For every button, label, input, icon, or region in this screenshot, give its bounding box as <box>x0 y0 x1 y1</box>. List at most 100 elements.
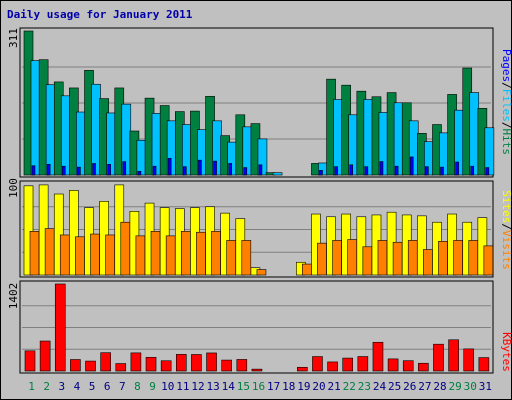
x-tick-label-day-21: 21 <box>328 380 341 393</box>
bar-files-day-5 <box>91 83 101 176</box>
bar-pages-day-28 <box>440 166 444 176</box>
bar-visits-day-5 <box>90 233 100 276</box>
bar-visits-day-29 <box>453 240 463 276</box>
bar-pages-day-29 <box>455 161 459 176</box>
bar-files-day-21 <box>333 99 343 176</box>
bar-kbytes-day-3 <box>54 283 66 372</box>
bar-pages-day-16 <box>258 164 263 176</box>
bar-kbytes-day-9 <box>145 356 157 372</box>
bar-sites-day-4 <box>69 190 79 276</box>
bar-files-day-23 <box>363 99 374 176</box>
bar-visits-day-24 <box>377 240 388 276</box>
x-tick-label-day-11: 11 <box>176 380 189 393</box>
x-tick-label-day-15: 15 <box>237 380 250 393</box>
panel-bottom-ymax-label: 1402 <box>7 283 20 310</box>
bar-kbytes-day-12 <box>191 354 202 372</box>
bar-files-day-3 <box>60 95 71 176</box>
bar-visits-day-12 <box>196 231 206 276</box>
bar-pages-day-3 <box>61 165 66 176</box>
bar-sites-day-3 <box>53 193 64 276</box>
bar-kbytes-day-20 <box>312 356 323 372</box>
x-tick-label-day-23: 23 <box>358 380 371 393</box>
panel-middle-ymax-label: 100 <box>7 178 20 198</box>
x-tick-label-day-2: 2 <box>43 380 50 393</box>
bar-kbytes-day-24 <box>372 341 384 372</box>
bar-kbytes-day-8 <box>130 352 142 372</box>
x-tick-label-day-31: 31 <box>479 380 492 393</box>
x-tick-label-day-17: 17 <box>267 380 280 393</box>
bar-pages-day-6 <box>107 164 111 176</box>
bar-pages-day-24 <box>379 161 384 176</box>
bar-pages-day-27 <box>425 166 429 176</box>
x-tick-label-day-20: 20 <box>312 380 325 393</box>
panel-top-legend: Pages/Files/Hits <box>500 49 512 155</box>
bar-kbytes-day-4 <box>70 359 81 372</box>
panel-bottom-legend: KBytes <box>500 332 512 372</box>
panel-middle-frame <box>19 180 494 278</box>
bar-visits-day-25 <box>392 241 403 276</box>
bar-sites-day-1 <box>23 185 34 276</box>
x-tick-label-day-8: 8 <box>134 380 141 393</box>
x-tick-label-day-19: 19 <box>297 380 310 393</box>
bar-pages-day-30 <box>470 165 475 176</box>
x-tick-label-day-7: 7 <box>119 380 126 393</box>
bar-pages-day-20 <box>319 170 323 176</box>
legend-pages: Pages <box>500 49 512 82</box>
bar-kbytes-day-10 <box>160 360 172 372</box>
panel-middle-legend: Sites/Visits <box>500 190 512 270</box>
bar-pages-day-12 <box>198 159 202 176</box>
x-tick-label-day-18: 18 <box>282 380 295 393</box>
legend-sites: Sites <box>500 190 512 223</box>
bar-pages-day-10 <box>167 158 172 176</box>
bar-kbytes-day-28 <box>433 343 444 372</box>
bar-kbytes-day-2 <box>39 340 51 372</box>
legend-separator: / <box>500 223 512 230</box>
bar-kbytes-day-7 <box>115 363 127 372</box>
bar-kbytes-day-16 <box>251 368 263 372</box>
bar-visits-day-2 <box>44 228 55 276</box>
bar-files-day-8 <box>136 139 147 176</box>
bar-visits-day-19 <box>302 263 312 276</box>
bar-visits-day-10 <box>165 235 176 276</box>
x-tick-label-day-9: 9 <box>149 380 156 393</box>
x-tick-label-day-24: 24 <box>373 380 387 393</box>
bar-visits-day-15 <box>241 240 252 276</box>
bar-visits-day-7 <box>120 221 131 276</box>
bar-pages-day-5 <box>92 163 96 176</box>
bar-kbytes-day-15 <box>236 359 248 372</box>
bar-pages-day-4 <box>77 166 81 176</box>
bar-visits-day-6 <box>105 234 115 276</box>
bar-files-day-16 <box>257 138 268 176</box>
legend-separator: / <box>500 122 512 129</box>
x-tick-label-day-22: 22 <box>343 380 356 393</box>
bar-visits-day-20 <box>317 242 327 276</box>
bar-visits-day-31 <box>483 245 494 276</box>
x-tick-label-day-3: 3 <box>59 380 66 393</box>
bar-visits-day-16 <box>256 269 267 276</box>
legend-files: Files <box>500 89 512 122</box>
bar-files-day-25 <box>393 102 404 176</box>
x-tick-label-day-1: 1 <box>28 380 35 393</box>
bar-kbytes-day-5 <box>85 360 96 372</box>
bar-pages-day-11 <box>182 166 187 176</box>
chart-title: Daily usage for January 2011 <box>7 8 193 21</box>
x-tick-label-day-6: 6 <box>104 380 111 393</box>
x-tick-label-day-27: 27 <box>418 380 431 393</box>
bar-pages-day-25 <box>394 165 399 176</box>
bar-kbytes-day-13 <box>206 352 217 372</box>
bar-visits-day-4 <box>75 236 85 276</box>
bar-visits-day-21 <box>332 240 342 276</box>
bar-visits-day-8 <box>135 235 146 276</box>
x-tick-label-day-25: 25 <box>388 380 401 393</box>
bar-kbytes-day-27 <box>418 362 429 372</box>
bar-files-day-30 <box>469 92 480 176</box>
bar-kbytes-day-29 <box>448 339 459 372</box>
bar-pages-day-15 <box>243 167 248 176</box>
bar-visits-day-27 <box>423 249 433 276</box>
x-tick-label-day-14: 14 <box>222 380 236 393</box>
bar-pages-day-13 <box>213 160 217 176</box>
bar-files-day-31 <box>484 127 495 176</box>
bar-kbytes-day-19 <box>297 366 308 372</box>
bar-visits-day-30 <box>468 240 479 276</box>
